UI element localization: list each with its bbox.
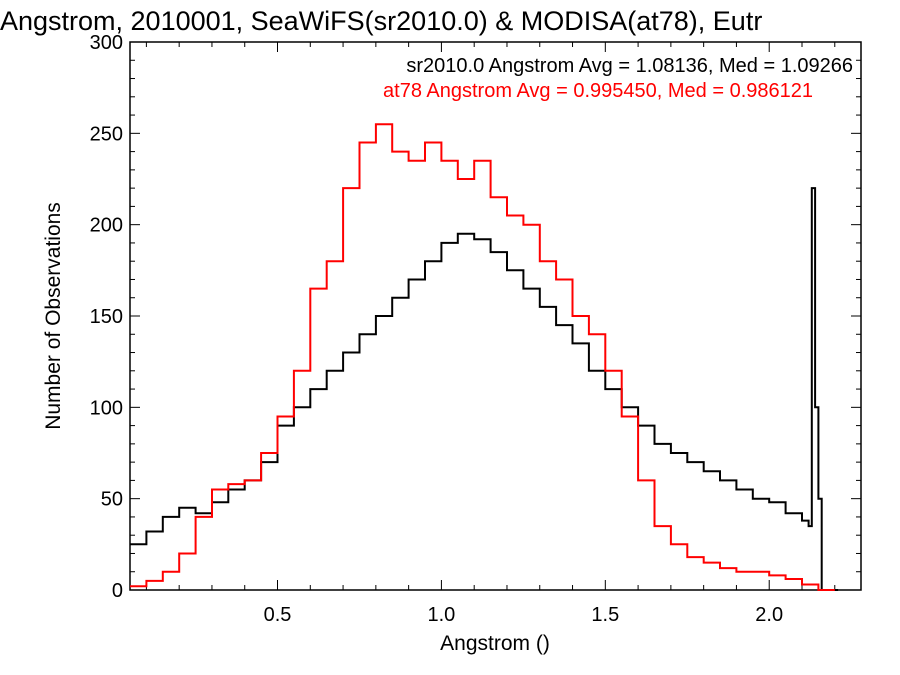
- x-tick-label: 1.5: [591, 604, 619, 626]
- axis-ticks: 0.5 1.0 1.5 2.0 0 50 100 150 200 250 300: [90, 32, 861, 626]
- x-tick-label: 1.0: [428, 604, 456, 626]
- legend-entry-at78: at78 Angstrom Avg = 0.995450, Med = 0.98…: [383, 80, 813, 102]
- plot-frame: [129, 41, 862, 591]
- y-tick-label: 300: [90, 32, 123, 54]
- series-layer: [130, 123, 839, 591]
- y-tick-label: 0: [112, 580, 123, 602]
- y-tick-label: 250: [90, 123, 123, 145]
- y-tick-label: 100: [90, 397, 123, 419]
- x-tick-label: 0.5: [264, 604, 292, 626]
- x-tick-label: 2.0: [755, 604, 783, 626]
- legend-entry-sr2010: sr2010.0 Angstrom Avg = 1.08136, Med = 1…: [406, 55, 853, 77]
- chart-title: Angstrom, 2010001, SeaWiFS(sr2010.0) & M…: [0, 6, 762, 36]
- y-tick-label: 50: [101, 489, 123, 511]
- series-at78-line: [130, 123, 835, 591]
- y-tick-label: 200: [90, 215, 123, 237]
- x-axis-label: Angstrom (): [440, 632, 550, 655]
- series-sr2010-line: [130, 187, 839, 591]
- y-tick-label: 150: [90, 306, 123, 328]
- y-axis-label: Number of Observations: [42, 202, 65, 430]
